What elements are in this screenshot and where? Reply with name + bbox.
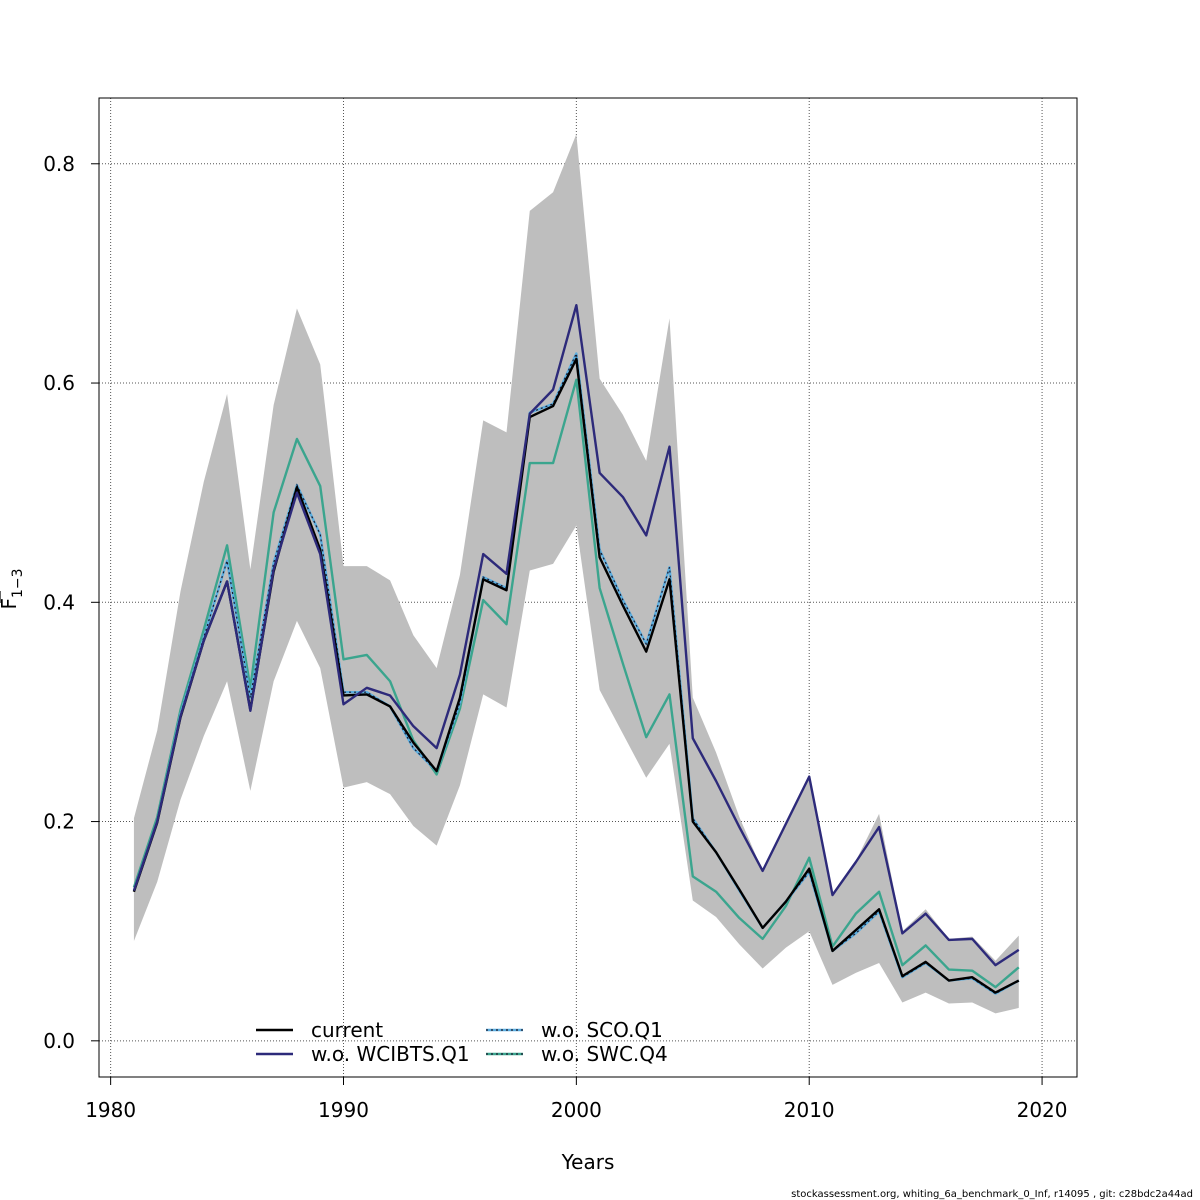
series-line-w-o-swc-q4 bbox=[132, 378, 1020, 989]
x-tick-label: 2020 bbox=[1017, 1098, 1068, 1122]
footer-credit: stockassessment.org, whiting_6a_benchmar… bbox=[791, 1189, 1193, 1200]
y-tick-label: 0.2 bbox=[43, 810, 75, 834]
svg-text:F1−3: F1−3 bbox=[0, 568, 26, 609]
legend-label: w.o. SWC.Q4 bbox=[541, 1042, 668, 1066]
y-tick-label: 0.0 bbox=[43, 1029, 75, 1053]
legend-label: w.o. WCIBTS.Q1 bbox=[311, 1042, 470, 1066]
legend-item: w.o. SCO.Q1 bbox=[486, 1018, 663, 1042]
x-axis: 1980 1990 2000 2010 2020 bbox=[85, 1076, 1068, 1122]
y-axis-title-base: F bbox=[0, 598, 21, 610]
y-axis: 0.0 0.2 0.4 0.6 0.8 bbox=[43, 152, 100, 1053]
legend-item: w.o. SWC.Q4 bbox=[486, 1042, 668, 1066]
x-tick-label: 2000 bbox=[551, 1098, 602, 1122]
series-line-w-o-wcibts-q1 bbox=[132, 304, 1020, 967]
legend-label: current bbox=[311, 1018, 383, 1042]
series-line-w-o-sco-q1-dots bbox=[133, 351, 1020, 995]
y-axis-title: F1−3 bbox=[0, 568, 26, 610]
legend-label: w.o. SCO.Q1 bbox=[541, 1018, 663, 1042]
y-tick-label: 0.6 bbox=[43, 371, 75, 395]
y-tick-label: 0.8 bbox=[43, 152, 75, 176]
legend: current w.o. SCO.Q1 w.o. WCIBTS.Q1 w.o. SWC… bbox=[256, 1018, 668, 1066]
y-axis-title-sub: 1−3 bbox=[10, 568, 26, 598]
x-tick-label: 1980 bbox=[85, 1098, 136, 1122]
series-lines bbox=[132, 304, 1020, 995]
y-tick-label: 0.4 bbox=[43, 590, 75, 614]
legend-item: current bbox=[256, 1018, 383, 1042]
x-tick-label: 2010 bbox=[784, 1098, 835, 1122]
x-tick-label: 1990 bbox=[318, 1098, 369, 1122]
legend-item: w.o. WCIBTS.Q1 bbox=[256, 1042, 470, 1066]
x-axis-title: Years bbox=[561, 1150, 615, 1174]
